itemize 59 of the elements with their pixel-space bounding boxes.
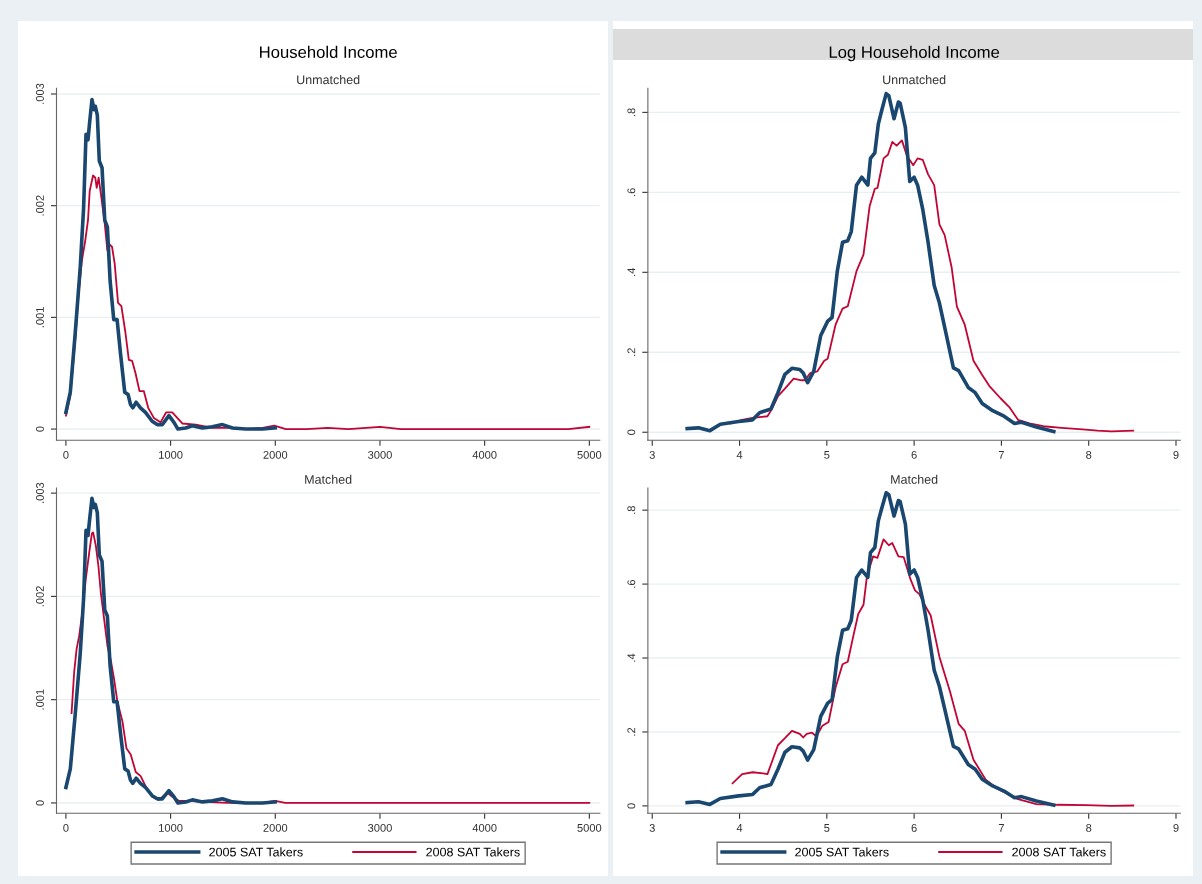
x-tick-label: 1000 bbox=[159, 450, 183, 459]
y-tick-label: 0 bbox=[36, 800, 44, 806]
x-tick-label: 2000 bbox=[263, 823, 288, 832]
chart-subtitle: Unmatched bbox=[883, 74, 946, 85]
x-tick-label: 5000 bbox=[577, 450, 602, 459]
x-tick-label: 1000 bbox=[159, 823, 183, 832]
line-series bbox=[64, 97, 277, 431]
x-tick-label: 2000 bbox=[263, 450, 288, 459]
y-tick-label: 0 bbox=[627, 429, 636, 435]
x-tick-label: 3000 bbox=[368, 823, 392, 832]
chart-title: Household Income bbox=[260, 45, 397, 59]
y-tick-label: .002 bbox=[36, 586, 44, 607]
x-tick-label: 7 bbox=[998, 824, 1004, 832]
chart-subtitle: Matched bbox=[305, 474, 352, 484]
x-tick-label: 7 bbox=[998, 451, 1004, 459]
line-series bbox=[731, 538, 1135, 807]
y-tick-label: .2 bbox=[627, 348, 636, 356]
x-tick-label: 9 bbox=[1173, 450, 1179, 459]
y-tick-label: .4 bbox=[627, 268, 636, 276]
legend-label: 2008 SAT Takers bbox=[426, 847, 520, 857]
x-tick-label: 3 bbox=[649, 450, 655, 459]
line-series bbox=[64, 496, 277, 805]
x-tick-label: 3 bbox=[649, 823, 655, 832]
x-tick-label: 4 bbox=[736, 824, 743, 832]
x-tick-label: 4 bbox=[736, 451, 743, 459]
y-tick-label: .001 bbox=[36, 689, 44, 710]
y-tick-label: .8 bbox=[627, 108, 636, 117]
x-tick-label: 5 bbox=[824, 451, 830, 459]
x-tick-label: 8 bbox=[1086, 823, 1092, 832]
y-tick-label: .001 bbox=[36, 307, 44, 328]
y-tick-label: .4 bbox=[627, 653, 636, 662]
chart-subtitle: Matched bbox=[891, 474, 938, 484]
legend-label: 2005 SAT Takers bbox=[795, 847, 889, 857]
y-tick-label: .6 bbox=[627, 188, 636, 196]
y-tick-label: .2 bbox=[627, 727, 636, 736]
x-tick-label: 0 bbox=[63, 823, 69, 832]
y-tick-label: .003 bbox=[36, 83, 44, 104]
x-tick-label: 6 bbox=[911, 823, 917, 832]
x-tick-label: 0 bbox=[63, 450, 69, 459]
x-tick-label: 5000 bbox=[577, 823, 602, 832]
y-tick-label: .002 bbox=[36, 195, 44, 216]
x-tick-label: 9 bbox=[1173, 823, 1179, 832]
x-tick-label: 8 bbox=[1086, 450, 1092, 459]
chart-title: Log Household Income bbox=[829, 45, 1000, 62]
y-tick-label: .8 bbox=[627, 506, 636, 514]
x-tick-label: 4000 bbox=[472, 823, 497, 832]
y-tick-label: 0 bbox=[627, 803, 636, 809]
y-tick-label: .003 bbox=[36, 482, 44, 503]
x-tick-label: 5 bbox=[824, 824, 830, 832]
line-series bbox=[685, 490, 1056, 807]
y-tick-label: .6 bbox=[627, 579, 636, 588]
legend-label: 2005 SAT Takers bbox=[209, 847, 303, 857]
x-tick-label: 4000 bbox=[472, 450, 497, 459]
legend-label: 2008 SAT Takers bbox=[1012, 847, 1106, 857]
line-series bbox=[685, 91, 1056, 434]
chart-subtitle: Unmatched bbox=[297, 74, 360, 85]
x-tick-label: 3000 bbox=[368, 450, 392, 459]
y-tick-label: 0 bbox=[36, 426, 44, 432]
x-tick-label: 6 bbox=[911, 450, 917, 459]
